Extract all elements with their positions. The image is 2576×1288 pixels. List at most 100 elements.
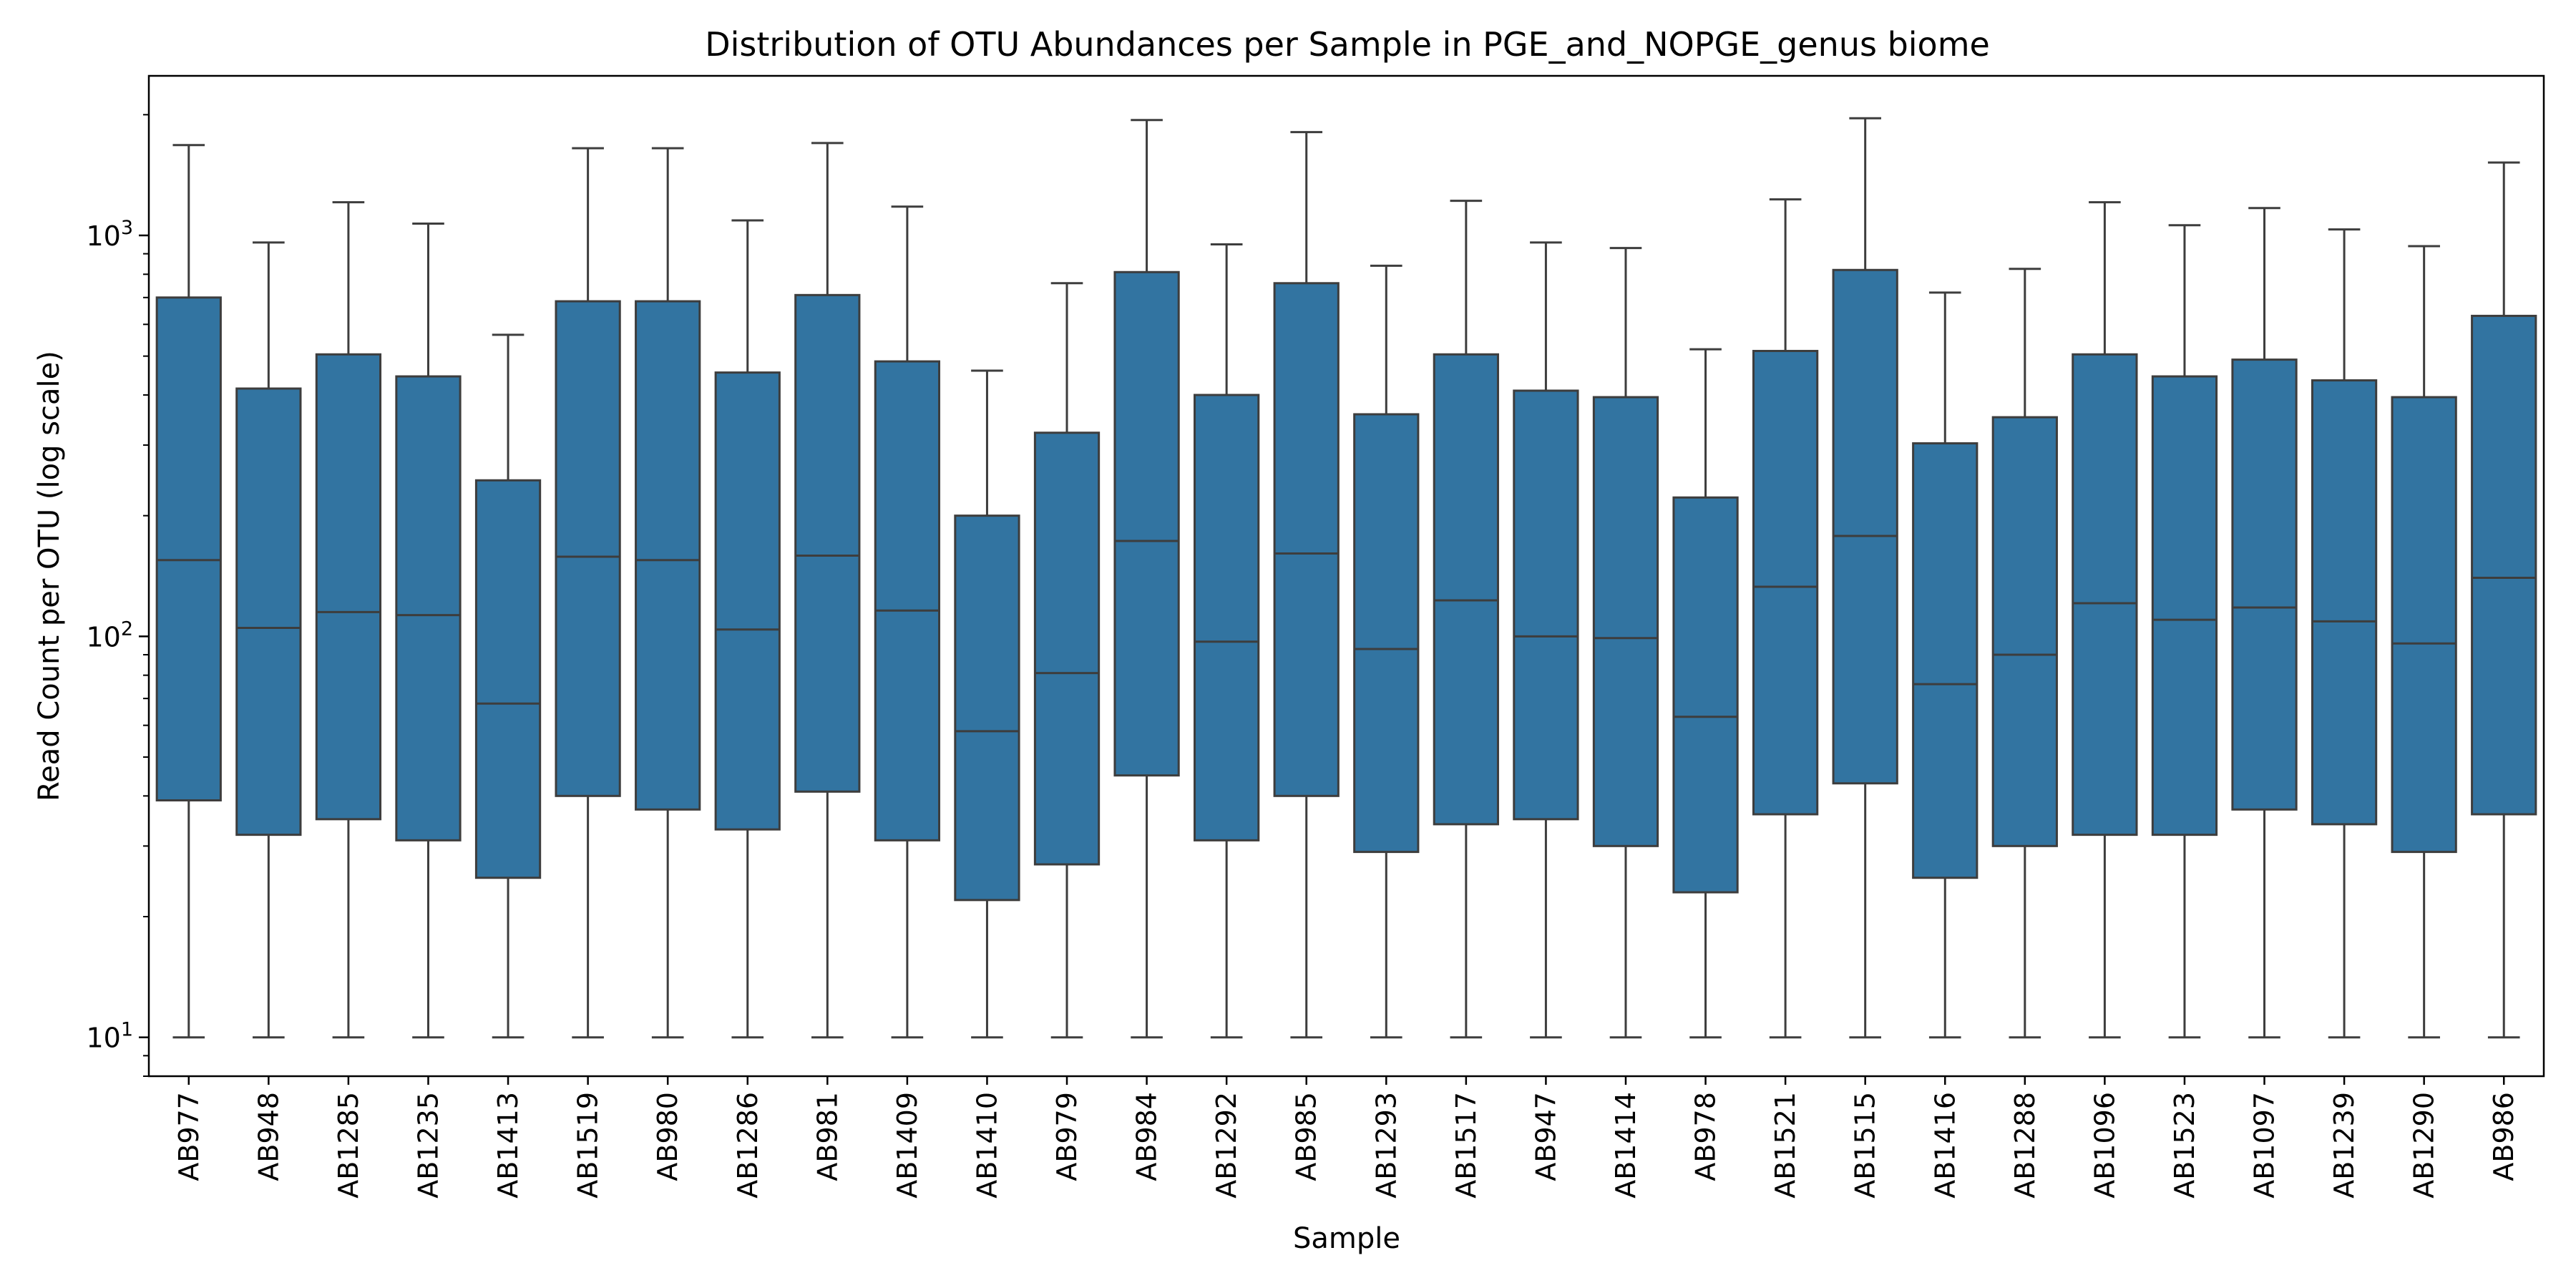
iqr-box	[714, 371, 781, 831]
x-tick-label: AB977	[173, 1092, 205, 1181]
x-tick-label: AB1519	[572, 1092, 604, 1199]
iqr-box	[794, 293, 861, 793]
box-AB1515	[1832, 117, 1898, 1039]
x-tick-label: AB980	[652, 1092, 683, 1181]
axes: AB977 AB948 AB1285 AB1235 AB1413 AB1519 AB980 A…	[86, 114, 2519, 1199]
y-tick-label: 102	[86, 618, 133, 653]
box-AB1285	[315, 201, 382, 1039]
x-tick-label: AB986	[2488, 1092, 2519, 1181]
box-AB986	[2471, 161, 2537, 1039]
iqr-box	[1194, 394, 1260, 841]
plot-area	[155, 117, 2537, 1039]
box-AB1293	[1353, 264, 1420, 1039]
iqr-box	[874, 360, 941, 841]
x-tick-label: AB1413	[492, 1092, 524, 1199]
x-tick-label: AB985	[1291, 1092, 1322, 1181]
iqr-box	[1752, 349, 1819, 816]
iqr-box	[155, 296, 222, 801]
iqr-box	[1832, 268, 1898, 785]
x-tick-label: AB1521	[1770, 1092, 1801, 1199]
x-tick-label: AB1286	[732, 1092, 763, 1199]
y-axis-label: Read Count per OTU (log scale)	[33, 351, 66, 801]
x-tick-label: AB1097	[2249, 1092, 2280, 1199]
box-AB979	[1033, 282, 1101, 1039]
x-tick-label: AB1409	[892, 1092, 923, 1199]
y-tick-label: 103	[86, 217, 133, 252]
iqr-box	[1113, 270, 1180, 777]
box-AB1517	[1433, 200, 1499, 1039]
x-tick-label: AB981	[811, 1092, 843, 1181]
iqr-box	[2311, 379, 2378, 826]
x-tick-label: AB1290	[2409, 1092, 2440, 1199]
box-AB947	[1513, 241, 1579, 1039]
x-tick-label: AB1235	[412, 1092, 444, 1199]
box-AB978	[1672, 348, 1739, 1039]
box-AB1519	[555, 147, 621, 1039]
iqr-box	[954, 514, 1020, 902]
x-tick-label: AB1523	[2169, 1092, 2200, 1199]
box-AB1410	[954, 369, 1020, 1039]
x-tick-label: AB948	[253, 1092, 284, 1181]
x-tick-label: AB1416	[1929, 1092, 1961, 1199]
iqr-box	[1273, 282, 1340, 797]
x-tick-label: AB1410	[971, 1092, 1002, 1199]
x-tick-label: AB1292	[1211, 1092, 1242, 1199]
box-AB1409	[874, 205, 941, 1039]
iqr-box	[635, 300, 701, 811]
x-axis-label: Sample	[1293, 1222, 1400, 1255]
iqr-box	[2231, 358, 2298, 811]
iqr-box	[395, 375, 462, 841]
iqr-box	[1433, 353, 1499, 826]
box-AB985	[1273, 131, 1340, 1039]
box-AB1288	[1991, 268, 2058, 1039]
iqr-box	[235, 387, 302, 836]
x-tick-label: AB1239	[2328, 1092, 2360, 1199]
box-AB1523	[2151, 224, 2218, 1039]
iqr-box	[2072, 353, 2138, 836]
box-AB1097	[2231, 207, 2298, 1039]
iqr-box	[2151, 375, 2218, 836]
box-AB1414	[1592, 247, 1659, 1039]
box-AB1416	[1912, 291, 1979, 1039]
box-AB1521	[1752, 198, 1819, 1039]
box-AB977	[155, 144, 222, 1039]
iqr-box	[474, 479, 542, 879]
box-AB981	[794, 142, 861, 1039]
iqr-box	[1353, 413, 1420, 854]
x-tick-label: AB984	[1131, 1092, 1163, 1181]
x-tick-label: AB1517	[1450, 1092, 1482, 1199]
x-tick-label: AB1285	[333, 1092, 364, 1199]
iqr-box	[1592, 396, 1659, 847]
x-tick-label: AB1096	[2089, 1092, 2120, 1199]
iqr-box	[1912, 442, 1979, 879]
box-AB984	[1113, 119, 1180, 1039]
box-AB1292	[1194, 243, 1260, 1039]
box-AB1235	[395, 223, 462, 1039]
iqr-box	[1991, 416, 2058, 847]
x-tick-label: AB1414	[1610, 1092, 1641, 1199]
iqr-box	[1672, 496, 1739, 894]
iqr-box	[2471, 314, 2537, 816]
iqr-box	[1033, 431, 1101, 866]
box-AB980	[635, 147, 701, 1039]
x-tick-label: AB979	[1051, 1092, 1083, 1181]
x-tick-label: AB1293	[1370, 1092, 1402, 1199]
box-AB1290	[2391, 245, 2457, 1039]
plot-frame	[147, 74, 2545, 1078]
y-tick-label: 101	[86, 1019, 133, 1054]
x-tick-label: AB978	[1690, 1092, 1722, 1181]
iqr-box	[315, 353, 382, 821]
x-tick-label: AB1288	[2009, 1092, 2041, 1199]
iqr-box	[555, 300, 621, 797]
box-AB948	[235, 241, 302, 1039]
box-AB1096	[2072, 201, 2138, 1039]
x-tick-label: AB1515	[1850, 1092, 1881, 1199]
x-tick-label: AB947	[1530, 1092, 1561, 1181]
box-AB1413	[474, 333, 542, 1039]
iqr-box	[2391, 396, 2457, 854]
iqr-box	[1513, 389, 1579, 821]
box-AB1286	[714, 219, 781, 1039]
chart-title: Distribution of OTU Abundances per Sampl…	[705, 25, 1990, 64]
box-AB1239	[2311, 228, 2378, 1039]
